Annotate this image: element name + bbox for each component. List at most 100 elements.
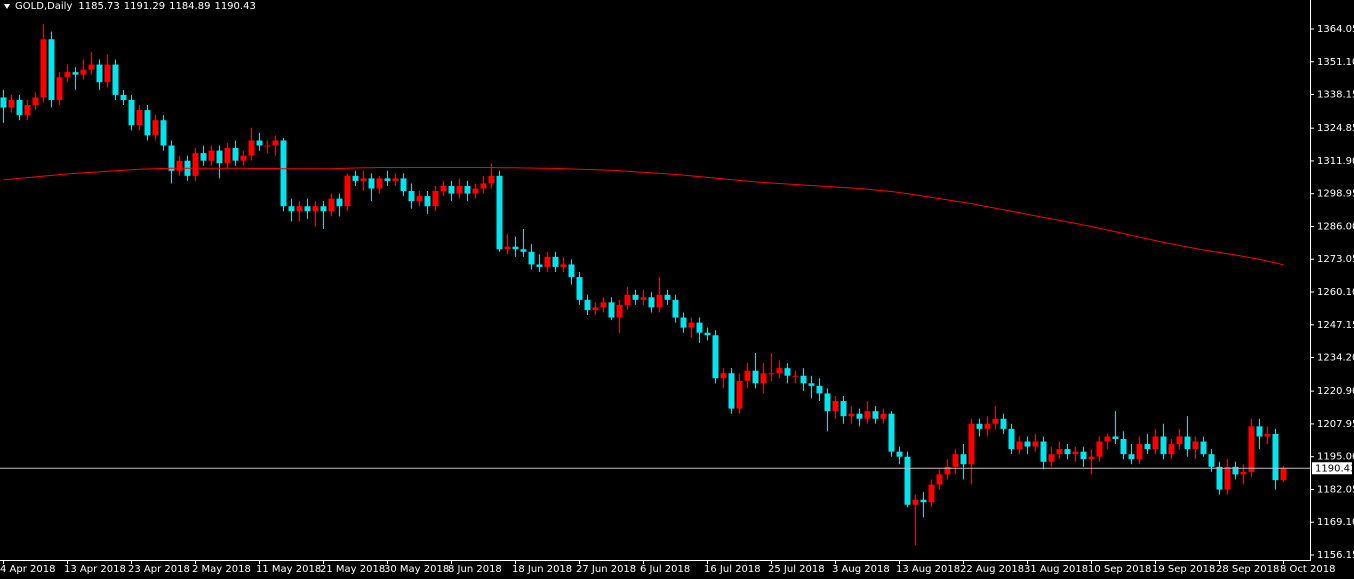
candle-body (1056, 449, 1063, 455)
candle-body (488, 175, 495, 184)
candle-body (632, 294, 639, 300)
y-tick-label: 1247.15 (1317, 320, 1354, 331)
candle-body (1016, 441, 1023, 450)
candle-body (376, 178, 383, 189)
candle-body (920, 499, 927, 503)
x-tick-label: 11 May 2018 (256, 564, 321, 575)
candle-body (1096, 441, 1103, 457)
candle-body (888, 413, 895, 452)
candle-body (880, 413, 887, 419)
candle-body (896, 451, 903, 457)
x-tick-label: 31 Aug 2018 (1024, 564, 1088, 575)
candle-body (760, 373, 767, 384)
x-tick-label: 28 Sep 2018 (1216, 564, 1279, 575)
candle-body (512, 246, 519, 250)
candle-body (832, 401, 839, 412)
candle-body (1232, 466, 1239, 475)
candle-body (384, 178, 391, 181)
candle-body (1072, 451, 1079, 455)
candle-body (408, 191, 415, 202)
candle-body (232, 148, 239, 161)
candle-body (128, 99, 135, 126)
candle-body (600, 302, 607, 308)
y-tick-label: 1364.05 (1317, 24, 1354, 35)
candle-body (1248, 426, 1255, 472)
candle-body (464, 185, 471, 194)
x-tick-label: 16 Jul 2018 (704, 564, 761, 575)
candle-body (664, 294, 671, 300)
candle-body (456, 185, 463, 194)
candle-body (352, 175, 359, 181)
candle-body (904, 456, 911, 505)
x-tick-label: 8 Oct 2018 (1280, 564, 1335, 575)
x-tick-label: 22 Aug 2018 (960, 564, 1024, 575)
candle-body (616, 304, 623, 318)
y-tick-label: 1311.90 (1317, 156, 1354, 167)
candle-body (144, 110, 151, 136)
candle-body (680, 317, 687, 328)
candle-body (1280, 468, 1287, 481)
x-tick-label: 19 Sep 2018 (1152, 564, 1215, 575)
header: GOLD,Daily 1185.73 1191.29 1184.89 1190.43 (15, 1, 256, 12)
y-tick-label: 1338.15 (1317, 90, 1354, 101)
candle-body (336, 198, 343, 207)
x-tick-label: 18 Jun 2018 (512, 564, 572, 575)
y-tick-label: 1195.00 (1317, 452, 1354, 463)
candle-body (864, 411, 871, 419)
candle-body (296, 206, 303, 212)
candle-body (48, 39, 55, 100)
y-tick-label: 1286.00 (1317, 221, 1354, 232)
candle-body (1040, 441, 1047, 462)
candle-body (1008, 428, 1015, 450)
candle-body (8, 99, 15, 108)
candle-body (416, 196, 423, 202)
candle-body (96, 64, 103, 83)
candle-body (792, 375, 799, 377)
candle-body (136, 110, 143, 126)
candle-body (448, 185, 455, 194)
collapse-arrow[interactable] (4, 4, 10, 9)
candle-body (1048, 454, 1055, 462)
candle-body (1112, 436, 1119, 439)
candle-body (568, 264, 575, 278)
candle-body (424, 196, 431, 207)
y-tick-label: 1324.85 (1317, 123, 1354, 134)
candle-body (576, 277, 583, 300)
x-tick-label: 6 Jul 2018 (640, 564, 690, 575)
candle-body (168, 145, 175, 171)
candle-body (152, 120, 159, 136)
x-tick-label: 2 May 2018 (192, 564, 251, 575)
candle-body (936, 474, 943, 485)
y-tick-label: 1220.90 (1317, 386, 1354, 397)
candle-body (320, 206, 327, 212)
header-close: 1190.43 (214, 1, 255, 12)
candle-body (280, 140, 287, 207)
candle-body (1104, 436, 1111, 442)
candle-body (1184, 436, 1191, 450)
candle-body (608, 302, 615, 318)
candle-body (0, 97, 7, 108)
x-tick-label: 25 Jul 2018 (768, 564, 825, 575)
y-tick-label: 1260.10 (1317, 287, 1354, 298)
candle-body (520, 249, 527, 252)
candle-body (560, 264, 567, 267)
candle-body (776, 368, 783, 374)
candle-body (64, 72, 71, 78)
candle-body (656, 294, 663, 308)
x-tick-label: 10 Sep 2018 (1088, 564, 1151, 575)
candle-body (112, 64, 119, 95)
y-tick-label: 1298.95 (1317, 189, 1354, 200)
candle-body (16, 99, 23, 116)
candle-body (912, 499, 919, 505)
candle-body (824, 393, 831, 412)
candle-body (688, 322, 695, 328)
candle-body (768, 373, 775, 375)
candle-body (528, 251, 535, 265)
y-tick-label: 1234.20 (1317, 353, 1354, 364)
candle-body (960, 454, 967, 465)
candle-body (1128, 454, 1135, 460)
x-tick-label: 30 May 2018 (384, 564, 449, 575)
candle-body (872, 411, 879, 419)
candle-body (1224, 466, 1231, 490)
